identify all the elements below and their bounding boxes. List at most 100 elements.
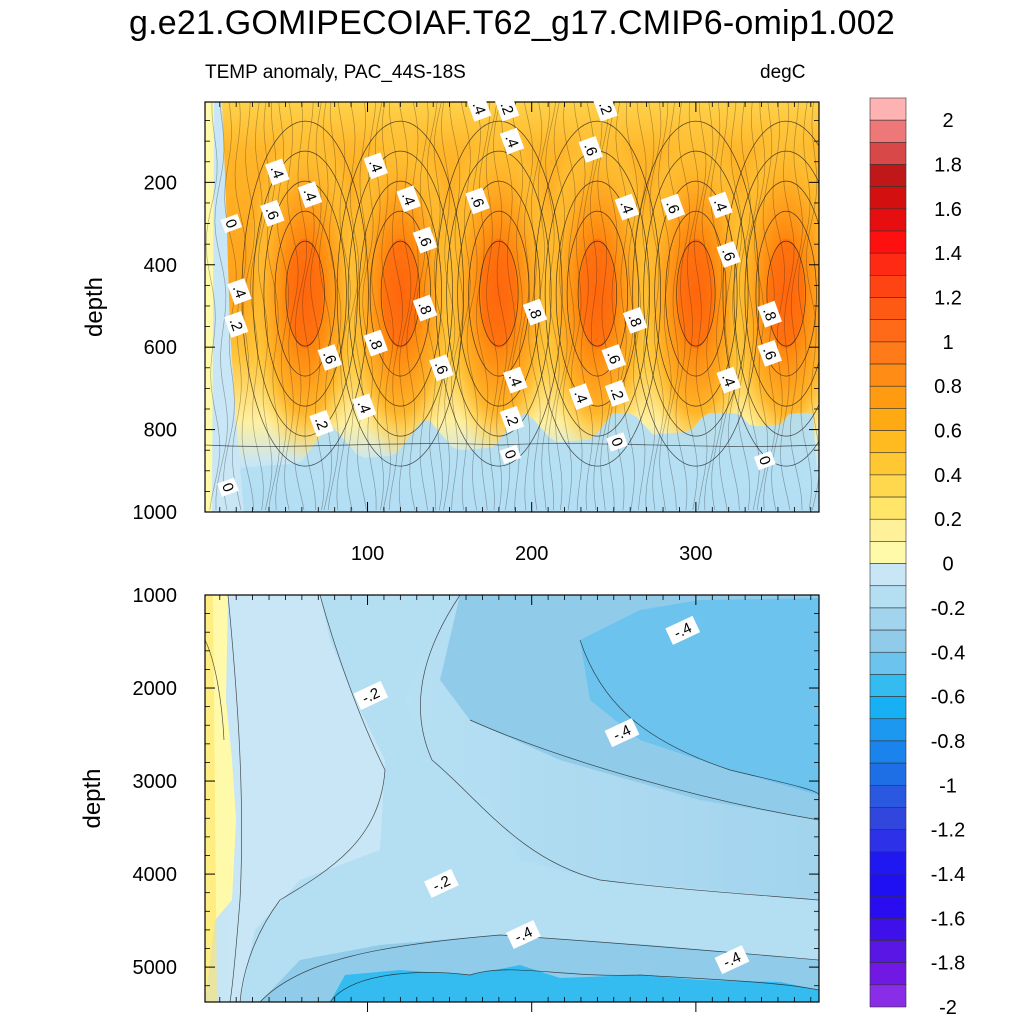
contour-label-text: .8 [414, 299, 434, 317]
contour-label-text: .6 [603, 349, 623, 367]
colorbar-box [869, 674, 907, 697]
contour-label: .8 [522, 298, 548, 326]
contour-label: .6 [716, 241, 741, 268]
warm-core-center [287, 238, 324, 349]
contour-label: 0 [220, 213, 243, 234]
colorbar-box [869, 629, 907, 653]
contour-label-text: .4 [710, 196, 730, 214]
contour-label: .4 [297, 181, 323, 209]
contour-label: -.2 [353, 680, 389, 710]
colorbar-box [869, 895, 907, 919]
colorbar-box [869, 119, 907, 143]
contour-label: .4 [503, 366, 528, 394]
colorbar-box [869, 319, 907, 343]
colorbar-box [869, 252, 907, 276]
colorbar-box [869, 164, 907, 187]
contour-label-text: .4 [267, 163, 287, 181]
contour-label-text: .2 [501, 411, 521, 429]
colorbar-box [869, 740, 907, 764]
colorbar-box [869, 563, 907, 587]
colorbar-box [869, 718, 907, 742]
upper-panel-contours [205, 102, 819, 512]
contour-label: -.4 [714, 945, 750, 975]
colorbar-box [869, 341, 907, 365]
colorbar-box [869, 97, 907, 121]
contour-label-text: -.2 [430, 872, 453, 895]
contour-label-text: .6 [262, 205, 282, 223]
colorbar-box [869, 807, 907, 830]
colorbar-box [869, 585, 907, 609]
contour-label: .4 [227, 278, 252, 305]
contour-label: .4 [466, 94, 492, 122]
contour-label: .4 [352, 393, 377, 421]
contour-label-text: .4 [505, 372, 525, 390]
contour-label-text: -.4 [721, 949, 744, 972]
colorbar-box [869, 430, 907, 454]
colorbar-box [869, 851, 907, 875]
contour-label-text: .2 [311, 415, 331, 433]
y-tick-label: 1000 [133, 585, 178, 607]
colorbar-label: -0.8 [931, 731, 965, 753]
units-label: degC [760, 62, 806, 83]
chart-title: g.e21.GOMIPECOIAF.T62_g17.CMIP6-omip1.00… [129, 4, 895, 42]
y-tick-label: 1000 [133, 502, 178, 524]
colorbar-box [869, 651, 907, 675]
colorbar-label: 1 [942, 332, 953, 354]
colorbar-box [869, 363, 907, 387]
axes: 200 400 600 800 1000 100 200 300 1000 2000 3000 400… [79, 102, 819, 1012]
contour-label: -.4 [665, 615, 701, 645]
contour-label-text: .8 [365, 334, 385, 352]
contour-label-text: -.4 [512, 924, 535, 947]
contour-label: .4 [708, 191, 733, 219]
contour-label: .2 [499, 405, 525, 433]
contour-label: .6 [429, 354, 454, 382]
contour-label-text: .6 [759, 345, 779, 363]
colorbar-box [869, 297, 907, 321]
colorbar-box [869, 829, 907, 853]
warm-core-center [579, 238, 616, 349]
contour-label: 0 [606, 432, 628, 452]
contour-label-text: .6 [718, 246, 738, 264]
contour-label-text: .2 [606, 385, 626, 403]
contour-label-text: .4 [570, 388, 590, 406]
colorbar-box [869, 918, 907, 941]
contour-label-text: .4 [299, 186, 319, 204]
x-tick-label: 300 [679, 543, 712, 565]
contour-label: .2 [223, 311, 249, 338]
contour-label-text: .4 [398, 190, 418, 208]
contour-label-text: .4 [469, 100, 489, 118]
colorbar-box [869, 496, 907, 520]
colorbar-box [869, 275, 907, 298]
colorbar-box [869, 940, 907, 963]
contour-label: .6 [601, 344, 627, 371]
panel-subtitle: TEMP anomaly, PAC_44S-18S [205, 62, 466, 83]
colorbar-label: 0 [942, 554, 953, 576]
colorbar-label: 1.2 [934, 288, 962, 310]
y-tick-label: 4000 [133, 864, 178, 886]
contour-label: .2 [309, 409, 334, 437]
colorbar-label: 0.8 [934, 376, 962, 398]
contour-label: .4 [265, 158, 290, 186]
contour-label-text: -.4 [671, 619, 694, 642]
warm-core-center [480, 238, 517, 349]
contour-label: .4 [614, 193, 640, 221]
lower-panel-contours [205, 595, 819, 1002]
y-tick-label: 3000 [133, 771, 178, 793]
contour-label: 0 [753, 450, 776, 471]
colorbar-box [869, 208, 907, 232]
contour-label: .6 [317, 344, 342, 371]
colorbar-box [869, 762, 907, 786]
y-axis-title: depth [79, 768, 106, 828]
contour-label-text: -.4 [611, 722, 634, 745]
y-tick-label: 800 [144, 420, 177, 442]
contour-label: .6 [465, 187, 490, 215]
contour-label-text: -.2 [359, 685, 382, 708]
colorbar-label: -1 [939, 775, 957, 797]
colorbar-label: 1.6 [934, 199, 962, 221]
contour-label: .6 [578, 135, 604, 163]
contour-label: 0 [217, 477, 239, 497]
colorbar-label: -1.4 [931, 864, 965, 886]
colorbar-box [869, 984, 907, 1008]
contour-label-text: .4 [616, 198, 636, 216]
contour-label-text: .2 [226, 316, 246, 334]
